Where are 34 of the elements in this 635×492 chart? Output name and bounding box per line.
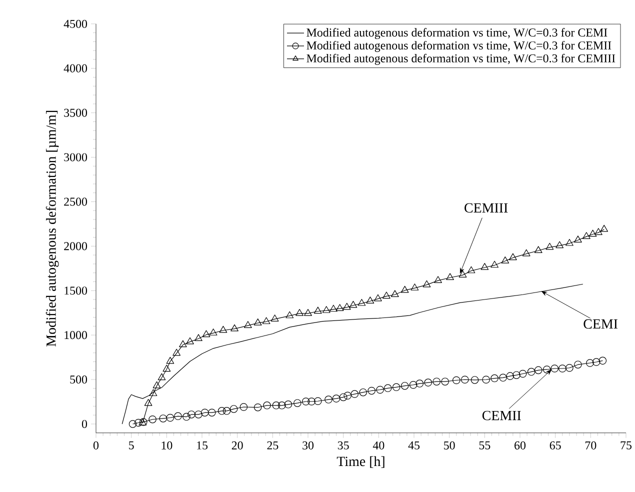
y-tick-label: 2500 — [64, 198, 88, 206]
y-tick-label: 3500 — [64, 108, 88, 117]
legend-label: Modified autogenous deformation vs time, W/C=0.3 for CEMIII — [306, 54, 616, 65]
x-tick-label: 50 — [444, 441, 455, 450]
annotation: CEMI — [584, 319, 618, 329]
y-tick-label: 0 — [82, 420, 88, 428]
y-tick-label: 2000 — [64, 242, 88, 250]
annotation: CEMII — [482, 410, 521, 420]
x-tick-label: 10 — [162, 441, 172, 450]
x-tick-label: 35 — [338, 441, 349, 450]
x-tick-label: 65 — [550, 441, 561, 450]
y-axis-title: Modified autogenous deformation [µm/m] — [46, 110, 59, 346]
y-tick-label: 1000 — [64, 331, 88, 340]
x-tick-label: 45 — [408, 441, 420, 450]
x-tick-label: 40 — [372, 441, 384, 450]
x-axis-title: Time [h] — [336, 456, 384, 468]
x-tick-label: 70 — [585, 441, 596, 450]
x-tick-label: 25 — [267, 441, 278, 450]
y-tick-label: 500 — [70, 375, 88, 384]
x-tick-label: 30 — [302, 441, 314, 450]
x-tick-label: 15 — [197, 441, 208, 450]
y-tick-label: 4000 — [64, 64, 88, 72]
x-tick-label: 0 — [93, 441, 99, 450]
y-tick-label: 3000 — [64, 153, 88, 162]
x-tick-label: 55 — [479, 441, 490, 450]
x-tick-label: 5 — [129, 441, 134, 450]
x-tick-label: 20 — [232, 441, 243, 450]
x-tick-label: 60 — [514, 441, 526, 450]
annotation: CEMIII — [464, 203, 508, 213]
legend-label: Modified autogenous deformation vs time, W/C=0.3 for CEMI — [306, 28, 608, 40]
legend-label: Modified autogenous deformation vs time, W/C=0.3 for CEMII — [306, 40, 612, 52]
x-tick-label: 75 — [620, 441, 632, 450]
y-tick-label: 1500 — [64, 286, 88, 295]
y-tick-label: 4500 — [64, 20, 88, 28]
